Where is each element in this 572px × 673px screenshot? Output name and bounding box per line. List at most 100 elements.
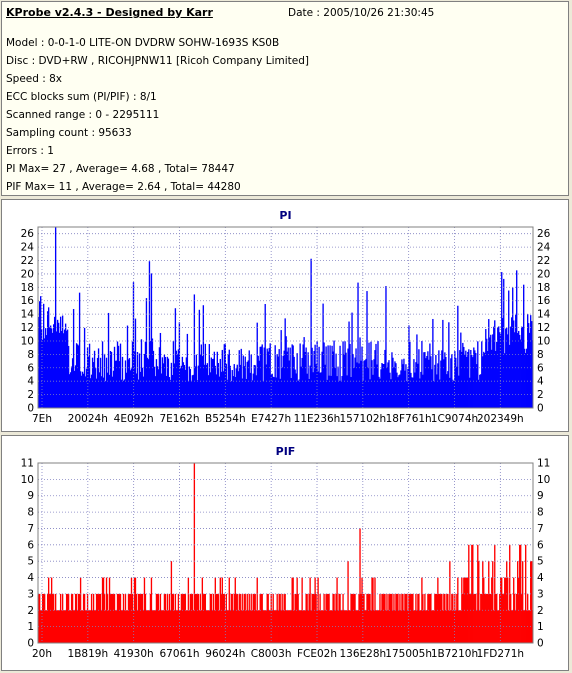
bar	[320, 610, 322, 643]
bar	[314, 344, 316, 408]
bar	[113, 346, 116, 408]
bar	[153, 610, 156, 643]
bar	[304, 351, 306, 408]
bar	[130, 368, 133, 408]
bar	[362, 593, 364, 643]
x-tick-label: 1B819h	[68, 648, 109, 660]
bar	[425, 358, 427, 408]
bar	[188, 610, 191, 643]
bar	[438, 593, 440, 643]
bar	[511, 317, 513, 408]
bar	[140, 339, 143, 408]
bar	[74, 593, 77, 643]
bar	[318, 346, 320, 408]
bar	[279, 593, 281, 643]
y-tick-label-right: 5	[537, 556, 544, 568]
bar	[127, 593, 130, 643]
bar	[297, 593, 299, 643]
bar	[260, 593, 262, 643]
bar	[306, 373, 308, 408]
bar	[486, 593, 488, 643]
bar	[138, 593, 141, 643]
bar	[424, 352, 426, 408]
y-tick-label-right: 22	[537, 255, 550, 267]
y-tick-label-right: 6	[537, 539, 544, 551]
bar	[511, 610, 513, 643]
bar	[63, 329, 66, 408]
bar	[222, 371, 224, 408]
bar	[213, 610, 215, 643]
bar	[373, 610, 375, 643]
bar	[309, 577, 311, 643]
bar	[481, 341, 483, 408]
bar	[135, 373, 138, 408]
bar	[384, 593, 386, 643]
bar	[345, 610, 347, 643]
bar	[354, 357, 356, 408]
bar	[520, 544, 522, 643]
bar	[276, 593, 278, 643]
bar	[230, 593, 232, 643]
info-disc: Disc : DVD+RW , RICOHJPNW11 [Ricoh Compa…	[6, 55, 309, 67]
y-tick-label-left: 16	[21, 295, 35, 307]
bar	[426, 356, 428, 408]
bar	[477, 341, 479, 408]
bar	[159, 593, 162, 643]
bar	[258, 360, 260, 408]
bar	[492, 334, 494, 408]
bar	[380, 369, 382, 408]
bar	[401, 359, 403, 408]
bar	[291, 344, 293, 408]
bar	[347, 561, 349, 643]
bar	[351, 312, 353, 408]
bar	[368, 342, 370, 408]
bar	[334, 367, 336, 408]
bar	[122, 593, 125, 643]
bar	[404, 370, 406, 408]
bar	[234, 577, 236, 643]
bar	[229, 365, 231, 408]
bar	[281, 367, 283, 408]
bar	[128, 593, 131, 643]
y-tick-label-right: 10	[537, 474, 550, 486]
bar	[495, 350, 497, 408]
bar	[341, 376, 343, 408]
x-tick-label: 136E28h	[339, 648, 386, 660]
info-speed: Speed : 8x	[6, 73, 63, 85]
bar	[241, 378, 243, 408]
info-panel: KProbe v2.4.3 - Designed by Karr Date : …	[1, 1, 569, 196]
bar	[211, 359, 213, 408]
y-tick-label-left: 10	[21, 335, 34, 347]
y-tick-label-right: 16	[537, 295, 551, 307]
bar	[57, 322, 60, 408]
bar	[442, 319, 444, 408]
x-tick-label: E7427h	[251, 413, 291, 425]
bar	[156, 593, 159, 643]
bar	[63, 610, 66, 643]
bar	[288, 610, 290, 643]
bar	[293, 356, 295, 408]
bar	[72, 309, 75, 408]
bar	[471, 354, 473, 408]
bar	[456, 366, 458, 408]
bar	[110, 593, 113, 643]
bar	[436, 374, 438, 408]
bar	[166, 356, 169, 408]
bar	[430, 593, 432, 643]
x-tick-label: 7E162h	[159, 413, 199, 425]
bar	[118, 361, 121, 408]
bar	[453, 380, 455, 408]
bar	[169, 379, 172, 408]
bar	[339, 345, 341, 408]
bar	[294, 369, 296, 408]
bar	[253, 593, 255, 643]
bar	[242, 355, 244, 408]
bar	[400, 610, 402, 643]
bar	[244, 356, 246, 408]
bar	[52, 593, 55, 643]
bar	[344, 610, 346, 643]
bar	[332, 593, 334, 643]
bar	[312, 372, 314, 408]
y-tick-label-right: 26	[537, 228, 551, 240]
bar	[496, 593, 498, 643]
